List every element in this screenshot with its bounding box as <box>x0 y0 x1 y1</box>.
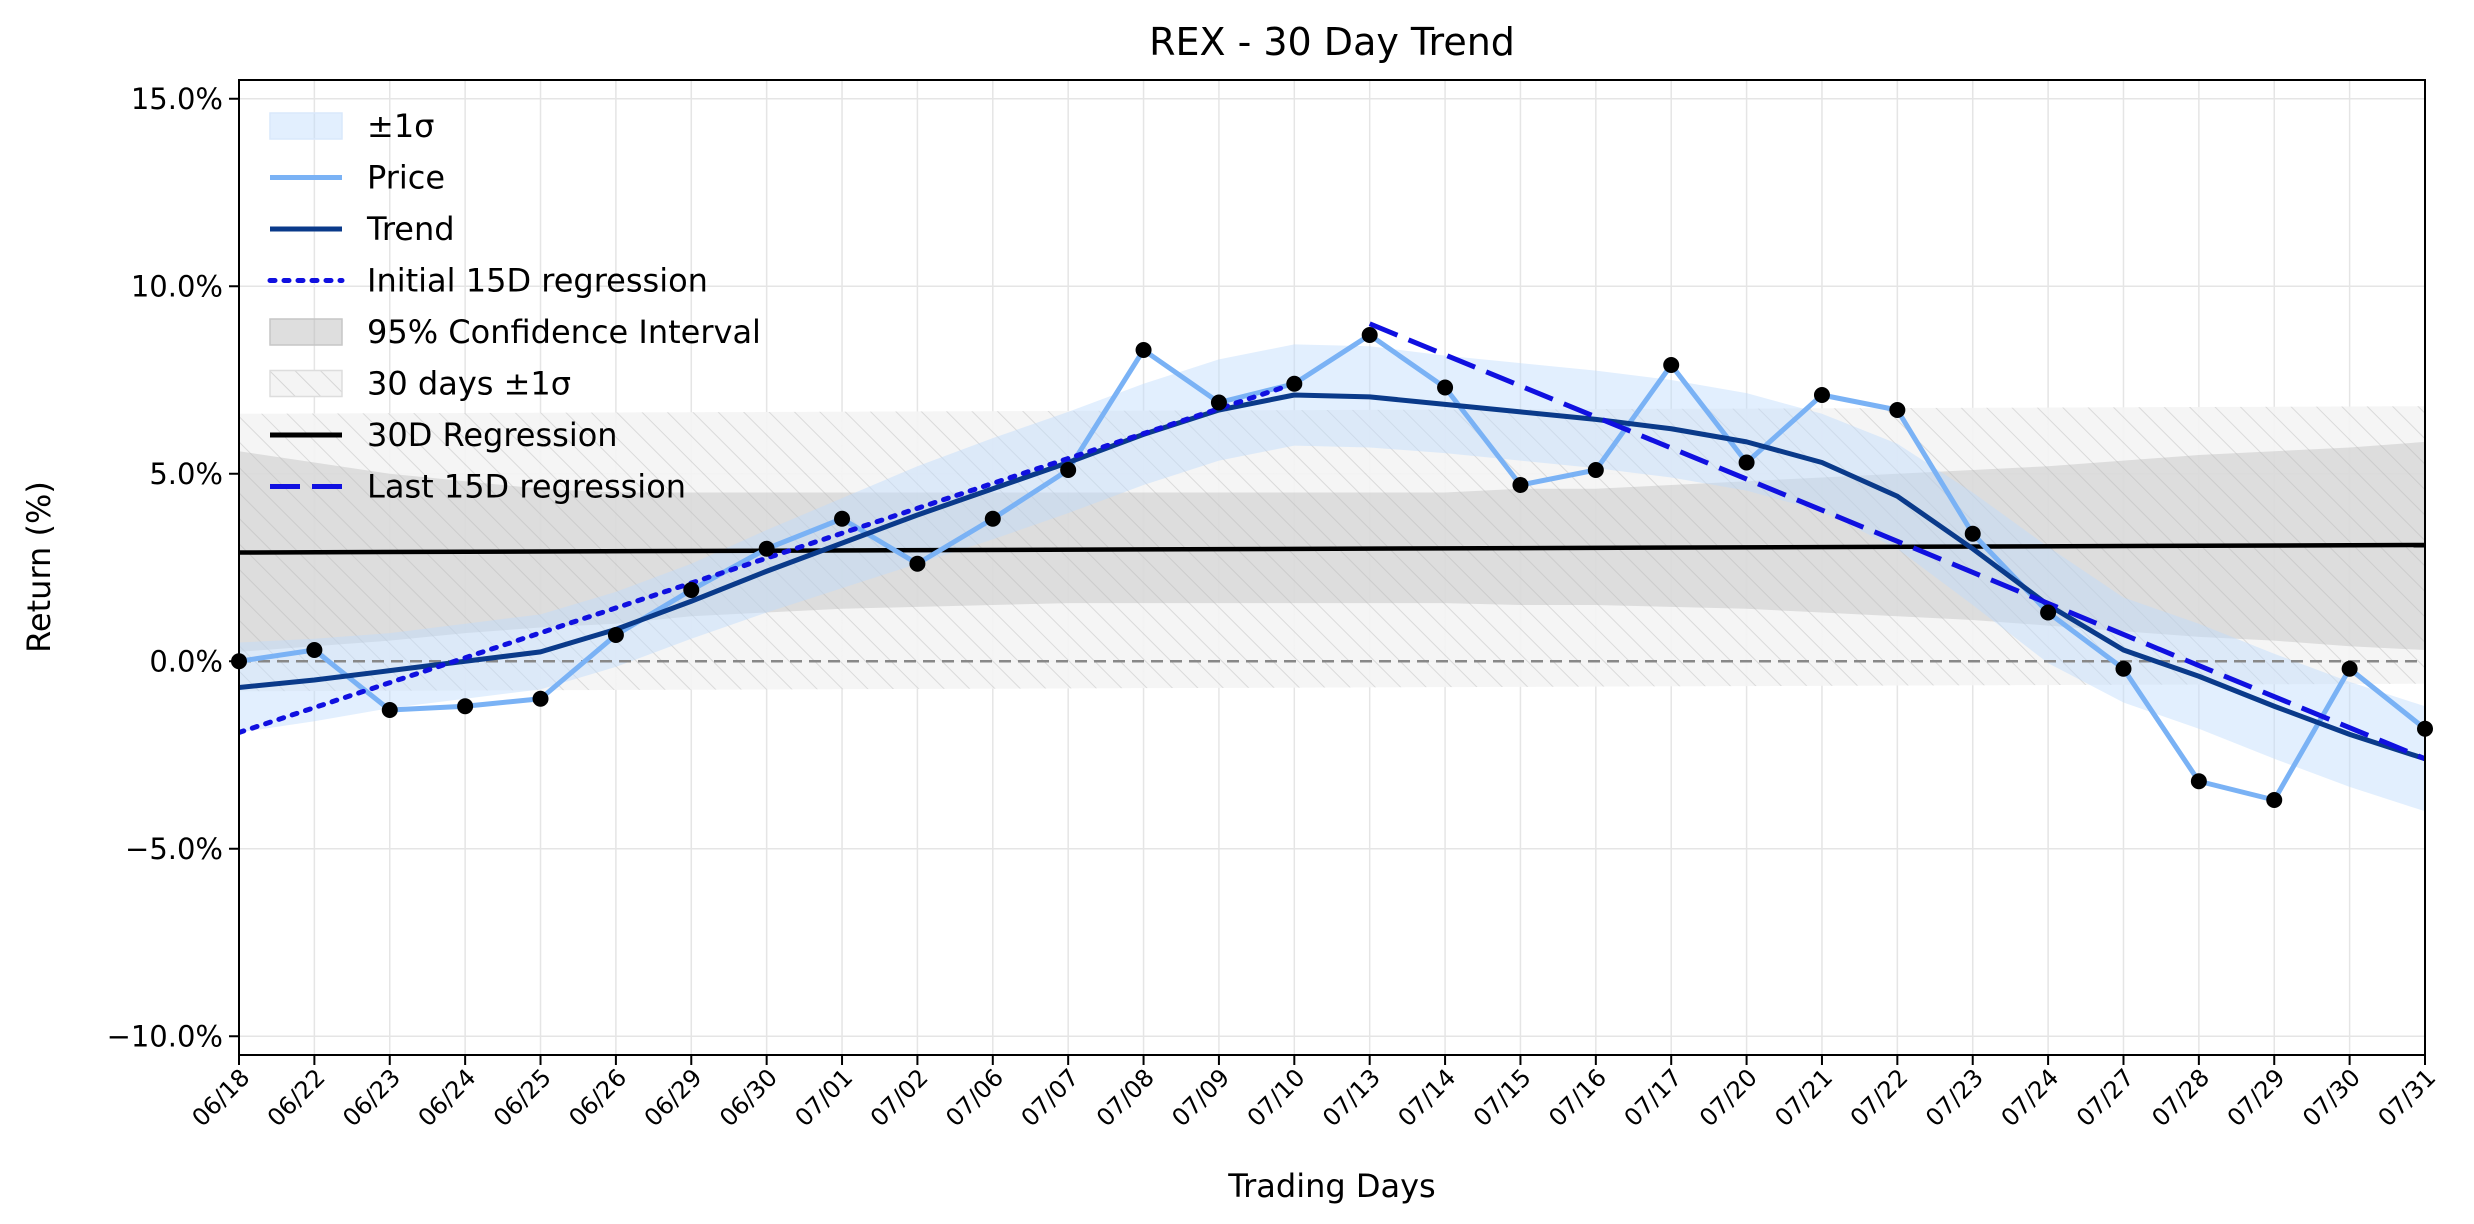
series-initial-15d-regression-line <box>239 381 1297 735</box>
series-price-line <box>239 332 2425 803</box>
legend-swatch <box>269 112 343 140</box>
legend-label: 30 days ±1σ <box>367 365 571 403</box>
x-tick-label: 07/06 <box>940 1063 1009 1132</box>
x-tick-label: 07/22 <box>1845 1063 1914 1132</box>
x-tick-label: 07/16 <box>1543 1063 1612 1132</box>
x-tick-label: 07/31 <box>2373 1063 2442 1132</box>
plot-frame <box>238 79 2426 1056</box>
price-point <box>683 582 700 598</box>
x-tick-label: 07/21 <box>1769 1063 1838 1132</box>
bands <box>239 344 2425 812</box>
x-tick-label: 07/15 <box>1468 1063 1537 1132</box>
x-tick-label: 07/27 <box>2071 1063 2140 1132</box>
x-tick-label: 07/10 <box>1242 1063 1311 1132</box>
x-tick-label: 06/23 <box>337 1063 406 1132</box>
price-point <box>1889 402 1906 418</box>
y-tick-label: 0.0% <box>149 644 223 678</box>
price-point <box>2341 660 2358 677</box>
x-tick-label: 07/14 <box>1393 1063 1462 1132</box>
price-point <box>607 627 624 643</box>
price-point <box>1135 342 1152 358</box>
legend-label: ±1σ <box>367 107 434 145</box>
legend-label: Last 15D regression <box>367 468 686 506</box>
x-tick-label: 06/22 <box>262 1063 331 1132</box>
x-axis: 06/18 06/22 06/23 06/24 06/25 06/26 06/29 06/30… <box>187 1055 2442 1132</box>
price-point <box>1964 525 1981 542</box>
x-tick-label: 07/23 <box>1920 1063 1989 1132</box>
x-tick-label: 06/24 <box>413 1063 482 1132</box>
x-tick-label: 07/02 <box>865 1063 934 1132</box>
price-point <box>1361 327 1378 343</box>
price-point <box>1512 477 1529 493</box>
band-sigma <box>239 344 2425 812</box>
price-point <box>2190 773 2207 790</box>
x-tick-label: 07/24 <box>1996 1063 2065 1132</box>
price-point <box>532 690 549 707</box>
price-point <box>381 702 398 718</box>
x-tick-label: 07/07 <box>1016 1063 1085 1132</box>
x-tick-label: 07/01 <box>790 1063 859 1132</box>
x-tick-label: 06/26 <box>563 1063 632 1132</box>
chart-title: REX - 30 Day Trend <box>1149 20 1515 64</box>
x-axis-title: Trading Days <box>1227 1167 1435 1205</box>
price-point <box>1210 394 1227 411</box>
x-tick-label: 07/29 <box>2222 1063 2291 1132</box>
y-tick-label: 15.0% <box>131 82 223 116</box>
x-tick-label: 07/08 <box>1091 1063 1160 1132</box>
price-point <box>1587 462 1604 478</box>
price-point <box>1437 379 1454 396</box>
price-point <box>758 540 775 557</box>
price-point <box>834 510 851 527</box>
legend-label: Initial 15D regression <box>367 262 708 300</box>
y-axis-title: Return (%) <box>20 481 58 653</box>
legend-swatch <box>269 318 343 346</box>
price-point <box>1286 375 1303 392</box>
series-trend-line <box>239 392 2425 762</box>
y-tick-label: 10.0% <box>131 269 223 303</box>
legend-label: 95% Confidence Interval <box>367 313 761 351</box>
price-point <box>984 510 1001 527</box>
legend-swatch <box>269 369 343 398</box>
series-last-15d-regression-line <box>1368 321 2425 762</box>
legend-label: Trend <box>366 210 455 248</box>
series-lines <box>239 321 2425 803</box>
price-point <box>2266 792 2283 808</box>
price-point <box>457 698 474 715</box>
legend-label: 30D Regression <box>367 416 618 454</box>
series-30d-regression-line <box>239 542 2425 555</box>
x-tick-label: 06/29 <box>639 1063 708 1132</box>
price-point <box>1663 357 1680 373</box>
y-tick-label: 5.0% <box>149 457 223 491</box>
x-tick-label: 07/13 <box>1317 1063 1386 1132</box>
price-point <box>306 642 323 658</box>
x-tick-label: 06/25 <box>488 1063 557 1132</box>
x-tick-label: 06/30 <box>714 1063 783 1132</box>
price-point <box>2115 660 2132 677</box>
price-point <box>909 555 926 572</box>
price-point <box>1813 387 1830 403</box>
price-points <box>231 327 2433 808</box>
x-tick-label: 06/18 <box>187 1063 256 1132</box>
x-tick-label: 07/17 <box>1619 1063 1688 1132</box>
legend-label: Price <box>367 159 445 197</box>
y-tick-label: −10.0% <box>107 1019 223 1053</box>
x-tick-label: 07/20 <box>1694 1063 1763 1132</box>
x-tick-label: 07/28 <box>2146 1063 2215 1132</box>
price-point <box>2040 604 2057 621</box>
price-point <box>1738 454 1755 471</box>
price-point <box>1060 462 1077 478</box>
y-axis: 15.0% 10.0% 5.0% 0.0% −5.0% −10.0% <box>107 82 239 1053</box>
y-tick-label: −5.0% <box>125 832 223 866</box>
x-tick-label: 07/09 <box>1166 1063 1235 1132</box>
legend: ±1σ Price Trend Initial 15D regression 95% C… <box>267 107 761 506</box>
x-tick-label: 07/30 <box>2297 1063 2366 1132</box>
